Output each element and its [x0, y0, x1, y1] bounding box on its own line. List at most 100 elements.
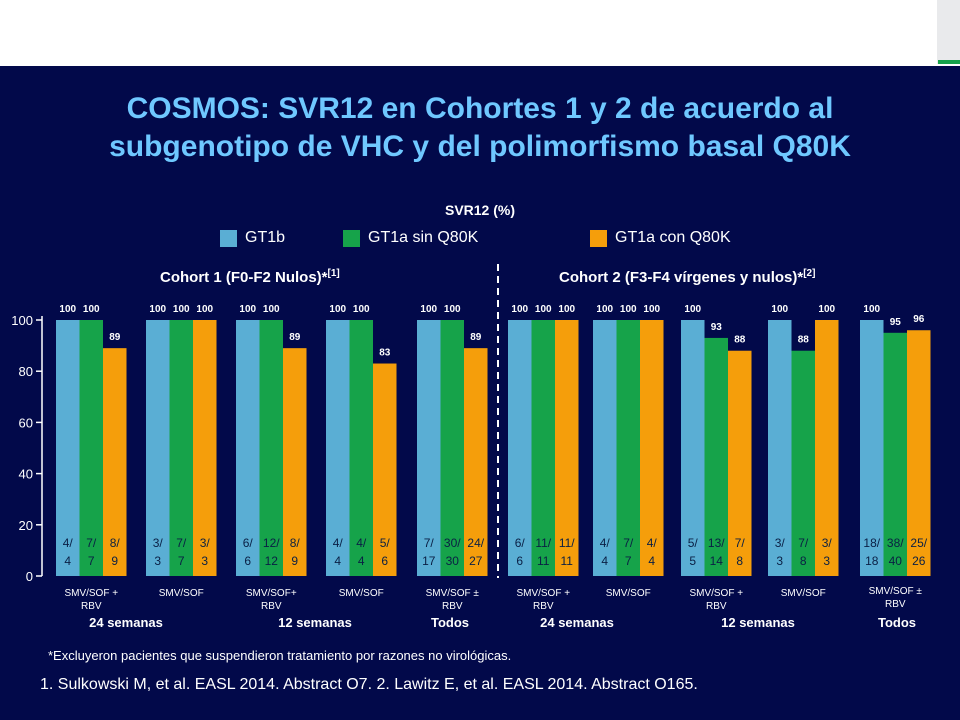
bar-value-label: 100 — [59, 304, 76, 315]
duration-label: 12 semanas — [278, 615, 352, 630]
bar — [326, 320, 350, 576]
bar — [236, 320, 260, 576]
bar-fraction-denominator: 4 — [648, 554, 655, 568]
bar-fraction-denominator: 26 — [912, 554, 926, 568]
bar-fraction-denominator: 27 — [469, 554, 483, 568]
bar-value-label: 89 — [470, 332, 482, 343]
bar-value-label: 100 — [173, 304, 190, 315]
bar-value-label: 100 — [558, 304, 575, 315]
bar-value-label: 83 — [379, 348, 391, 359]
bar — [883, 332, 907, 576]
bar-fraction-numerator: 4/ — [63, 536, 74, 550]
legend-swatch-gt1a-con — [590, 229, 607, 247]
legend-swatch-gt1b — [220, 229, 237, 247]
bar — [768, 320, 792, 576]
cohort-2-title-text: Cohort 2 (F3-F4 vírgenes y nulos)* — [559, 269, 804, 286]
legend-item-gt1b: GT1b — [220, 228, 285, 248]
bar-fraction-denominator: 4 — [64, 554, 71, 568]
bar-fraction-denominator: 11 — [537, 554, 550, 568]
duration-label: Todos — [431, 615, 469, 630]
chart-title: SVR12 (%) — [444, 202, 516, 218]
bar-fraction-numerator: 13/ — [708, 536, 725, 550]
bar-value-label: 100 — [329, 304, 346, 315]
bar-fraction-numerator: 8/ — [290, 536, 301, 550]
bar-fraction-numerator: 11/ — [559, 536, 575, 550]
bar-fraction-numerator: 38/ — [887, 536, 904, 550]
slide-header-area — [0, 0, 960, 64]
bar-value-label: 88 — [798, 335, 810, 346]
bar-fraction-numerator: 3/ — [775, 536, 786, 550]
bar — [791, 350, 815, 576]
bar — [283, 348, 307, 576]
bar-value-label: 100 — [684, 304, 701, 315]
duration-label: 12 semanas — [721, 615, 795, 630]
bar-value-label: 100 — [83, 304, 100, 315]
bar-fraction-denominator: 6 — [381, 554, 388, 568]
bar-fraction-denominator: 7 — [88, 554, 95, 568]
bar-fraction-denominator: 6 — [244, 554, 251, 568]
bar-fraction-denominator: 5 — [689, 554, 696, 568]
bar — [860, 320, 884, 576]
y-tick-label: 20 — [19, 518, 33, 533]
footnote: *Excluyeron pacientes que suspendieron t… — [48, 648, 512, 663]
bar-fraction-numerator: 6/ — [515, 536, 526, 550]
bar-fraction-denominator: 4 — [334, 554, 341, 568]
group-label: RBV — [261, 601, 282, 612]
bar — [103, 348, 127, 576]
bar-fraction-numerator: 4/ — [600, 536, 611, 550]
bar — [728, 350, 752, 576]
bar-fraction-denominator: 3 — [823, 554, 830, 568]
bar — [259, 320, 283, 576]
bar-fraction-numerator: 11/ — [535, 536, 551, 550]
bar — [593, 320, 617, 576]
bar-fraction-numerator: 7/ — [735, 536, 746, 550]
bar-value-label: 100 — [620, 304, 637, 315]
slide-edge-panel — [937, 0, 960, 64]
group-label: SMV/SOF+ — [246, 588, 297, 599]
y-tick-label: 40 — [19, 467, 33, 482]
bar — [193, 320, 217, 576]
bar-fraction-denominator: 9 — [291, 554, 298, 568]
bar-fraction-numerator: 6/ — [243, 536, 254, 550]
group-label: RBV — [81, 601, 102, 612]
slide-accent-bar — [938, 60, 960, 64]
group-label: SMV/SOF — [339, 588, 384, 599]
group-label: RBV — [533, 601, 554, 612]
bar-fraction-numerator: 7/ — [86, 536, 97, 550]
group-label: RBV — [442, 601, 463, 612]
bar-fraction-denominator: 40 — [889, 554, 903, 568]
bar-fraction-denominator: 14 — [710, 554, 724, 568]
bar-fraction-denominator: 4 — [601, 554, 608, 568]
bar-value-label: 100 — [535, 304, 552, 315]
bar — [508, 320, 532, 576]
legend-label-gt1a-con: GT1a con Q80K — [615, 229, 731, 246]
bar — [464, 348, 488, 576]
bar-value-label: 100 — [863, 304, 880, 315]
group-label: RBV — [706, 601, 727, 612]
bar-value-label: 100 — [643, 304, 660, 315]
bar-value-label: 96 — [913, 314, 925, 325]
y-tick-label: 0 — [26, 569, 33, 584]
legend-item-gt1a-sin: GT1a sin Q80K — [343, 228, 478, 248]
bar — [440, 320, 464, 576]
bar — [555, 320, 579, 576]
group-label: SMV/SOF ± — [426, 588, 480, 599]
bar-value-label: 95 — [890, 317, 902, 328]
bar-fraction-numerator: 3/ — [822, 536, 833, 550]
bar-value-label: 100 — [511, 304, 528, 315]
bar-fraction-denominator: 3 — [201, 554, 208, 568]
bar-fraction-numerator: 4/ — [647, 536, 658, 550]
legend-item-gt1a-con: GT1a con Q80K — [590, 228, 731, 248]
bar-fraction-numerator: 7/ — [623, 536, 634, 550]
legend-label-gt1a-sin: GT1a sin Q80K — [368, 229, 479, 246]
bar-fraction-denominator: 30 — [446, 554, 460, 568]
bar — [815, 320, 839, 576]
slide-title: COSMOS: SVR12 en Cohortes 1 y 2 de acuer… — [109, 92, 851, 163]
bar-fraction-numerator: 4/ — [333, 536, 344, 550]
y-tick-label: 80 — [19, 364, 33, 379]
bar — [56, 320, 80, 576]
cohort-1-ref: [1] — [327, 268, 340, 279]
group-label: SMV/SOF + — [64, 588, 118, 599]
bar-value-label: 100 — [263, 304, 280, 315]
bar-value-label: 100 — [420, 304, 437, 315]
